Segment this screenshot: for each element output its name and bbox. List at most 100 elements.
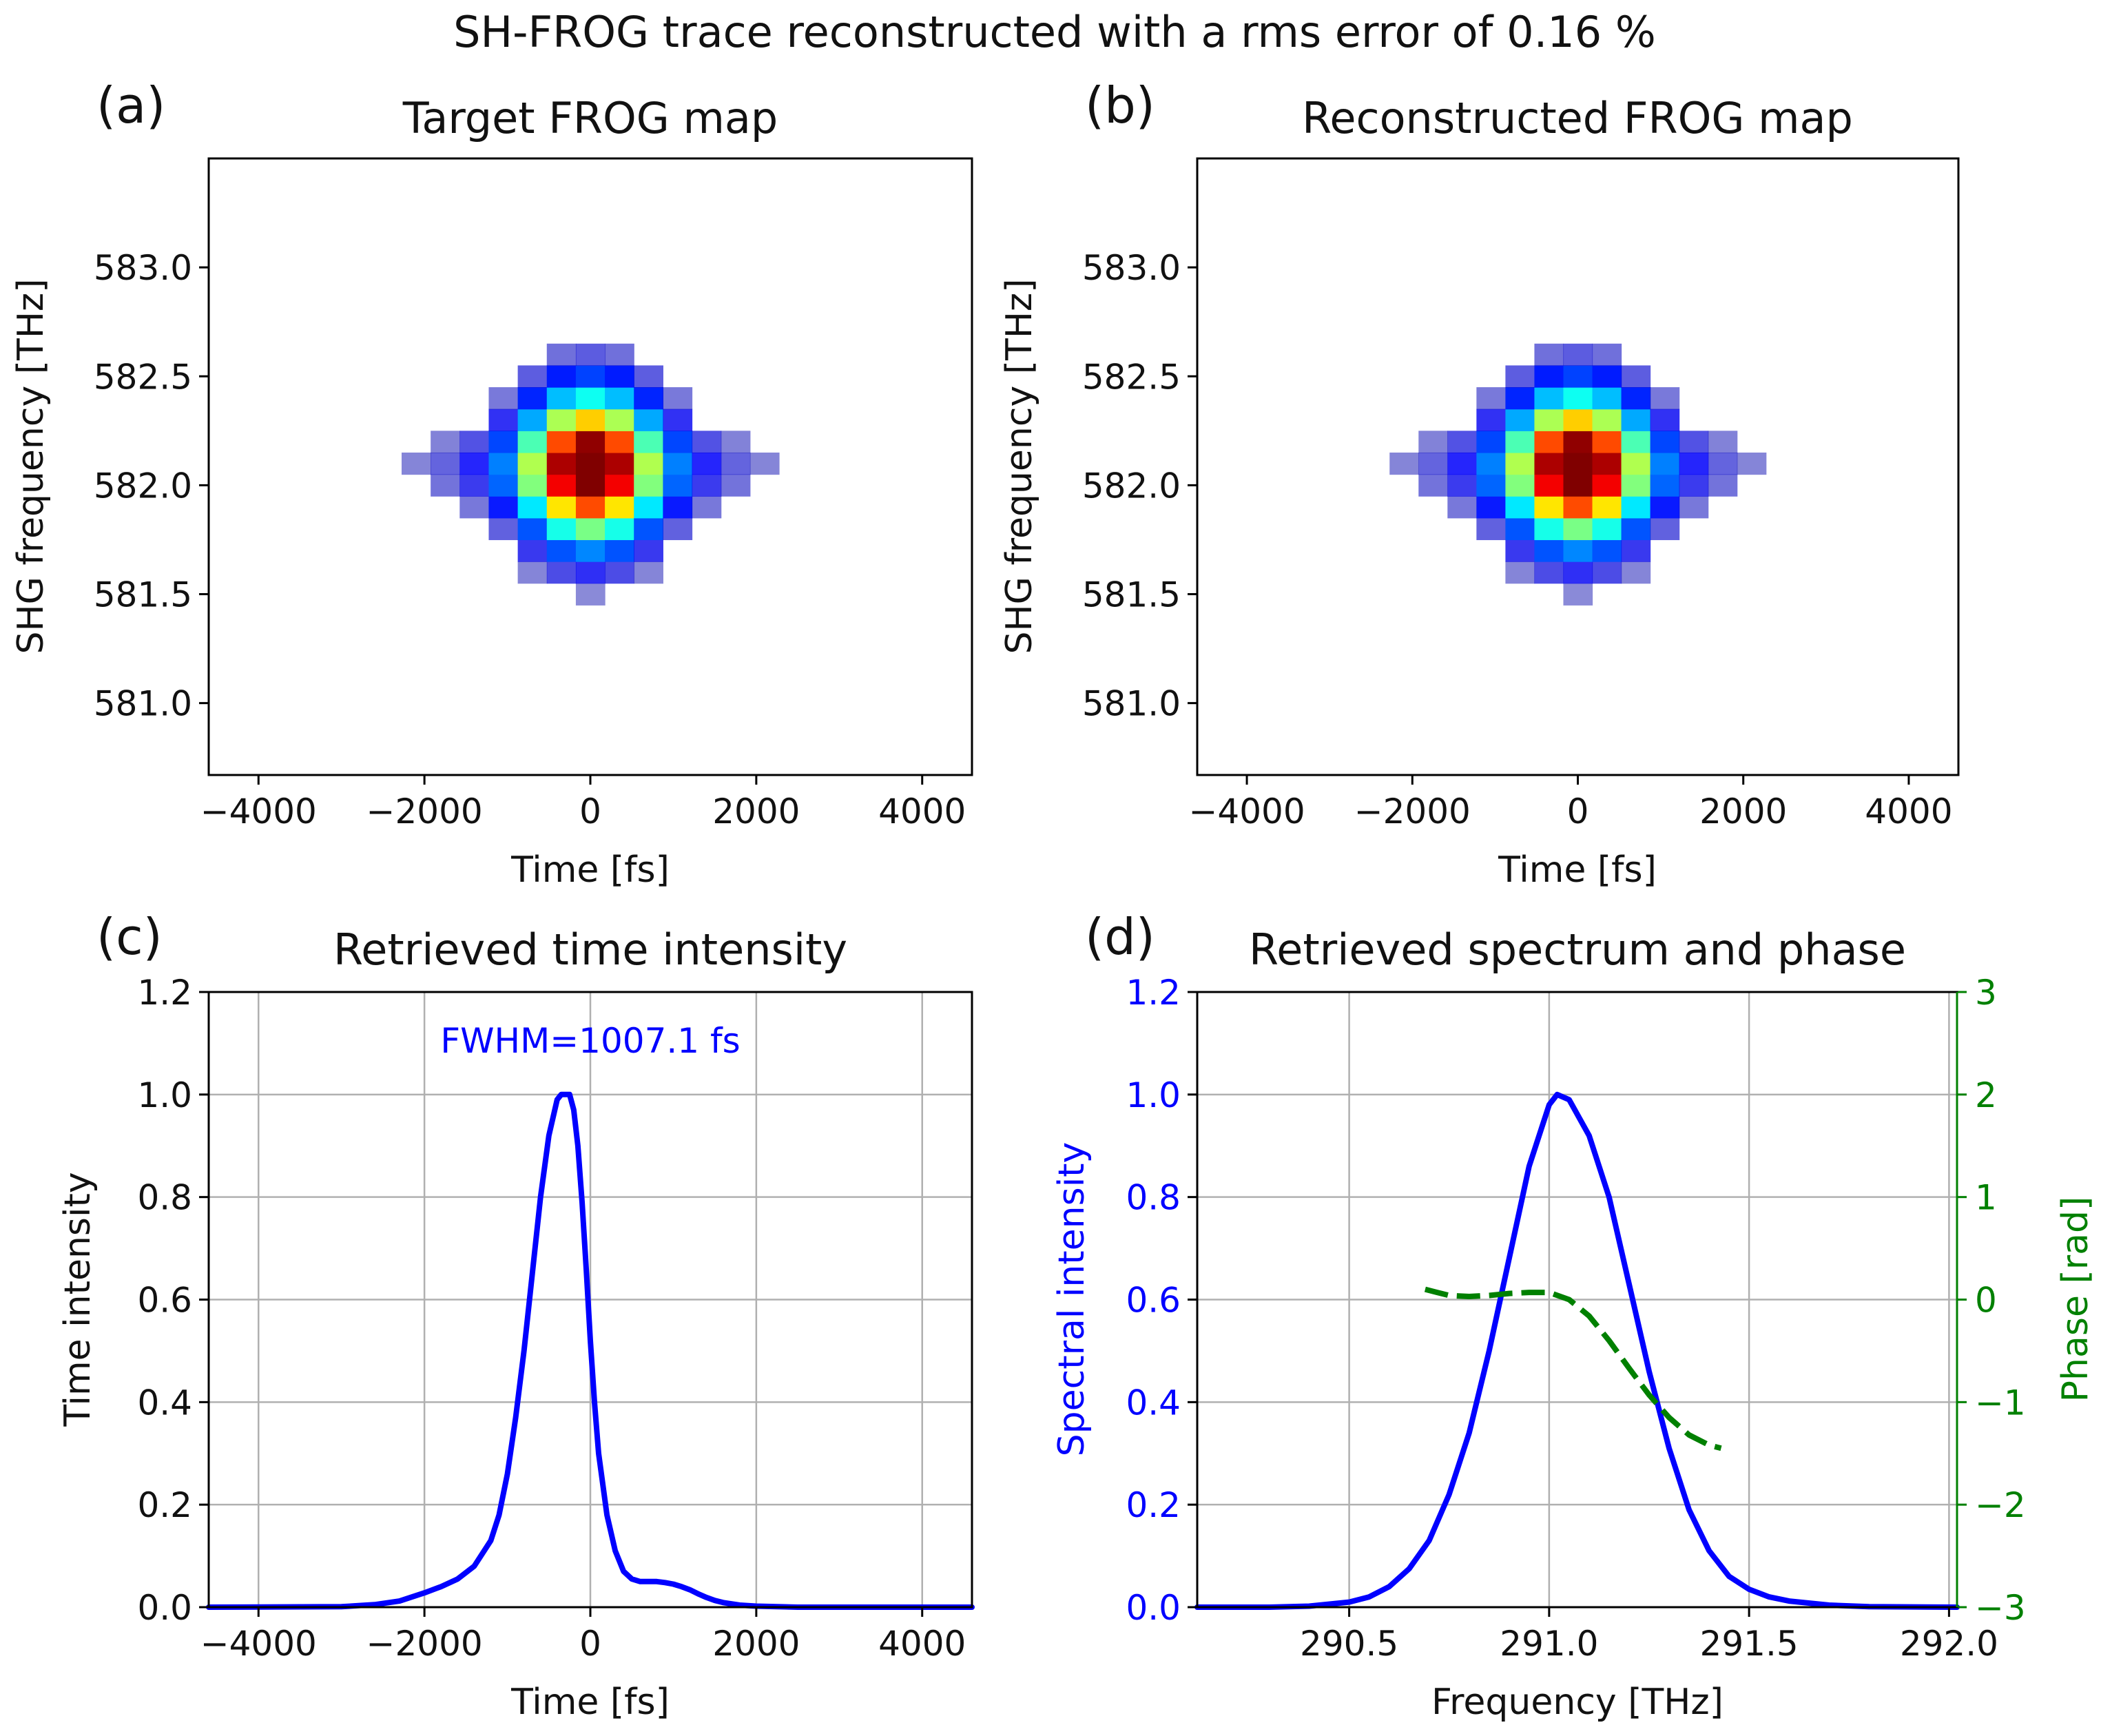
panel-d-y-tick-label: 0.4: [1126, 1383, 1181, 1423]
panel-d-ylabel: Spectral intensity: [1051, 1142, 1093, 1457]
panel-a-heatmap-cell: [546, 517, 577, 541]
panel-b-y-tick-label: 583.0: [1082, 248, 1181, 288]
panel-a-heatmap-cell: [488, 431, 519, 453]
panel-a-heatmap-cell: [546, 474, 577, 497]
panel-b-frame: [1196, 157, 1960, 776]
panel-b-heatmap-cell: [1505, 474, 1535, 497]
panel-b-heatmap-cell: [1621, 452, 1651, 475]
panel-a-heatmap-cell: [517, 365, 548, 388]
panel-a-heatmap-cell: [634, 365, 663, 388]
panel-b-heatmap-cell: [1592, 409, 1622, 431]
panel-b-heatmap-cell: [1621, 365, 1651, 388]
panel-b-heatmap-cell: [1534, 343, 1564, 366]
panel-a-heatmap-cell: [605, 387, 634, 410]
panel-a-heatmap-cell: [431, 474, 460, 497]
panel-b-heatmap-cell: [1650, 409, 1680, 431]
panel-b-y-tick-label: 582.0: [1082, 466, 1181, 506]
panel-a-heatmap-cell: [517, 517, 548, 541]
panel-c-x-tick-label: −2000: [366, 1624, 483, 1664]
panel-b-heatmap-cell: [1447, 431, 1477, 453]
panel-b: (b) Reconstructed FROG map −4000 −2000 0 20…: [999, 76, 1960, 891]
panel-b-heatmap-cell: [1476, 474, 1507, 497]
panel-a-heatmap-cell: [488, 474, 519, 497]
panel-b-heatmap-cell: [1476, 517, 1507, 541]
panel-a-heatmap-cell: [575, 452, 606, 475]
panel-a-heatmap-cell: [488, 409, 519, 431]
panel-a-y-tick-label: 582.5: [94, 357, 192, 397]
panel-a-heatmap-cell: [546, 409, 577, 431]
panel-d-x-tick-label: 292.0: [1900, 1624, 1998, 1664]
panel-a-heatmap-cell: [663, 431, 693, 453]
panel-d-right-tick-label: −1: [1975, 1383, 2026, 1423]
panel-d-right-tick-label: 3: [1975, 973, 1997, 1013]
panel-b-heatmap-cell: [1418, 474, 1448, 497]
panel-a-ticks: −4000 −2000 0 2000 4000 581.0 581.5 582.0 582.5 5…: [94, 248, 966, 831]
panel-b-label: (b): [1085, 76, 1155, 134]
panel-a-heatmap-cell: [663, 409, 693, 431]
panel-a-heatmap-cell: [605, 474, 634, 497]
panel-b-heatmap-cell: [1621, 496, 1651, 519]
panel-a-heatmap-cell: [546, 365, 577, 388]
panel-a-heatmap-cell: [517, 387, 548, 410]
panel-b-heatmap-cell: [1650, 517, 1680, 541]
panel-c-y-tick-label: 1.0: [137, 1075, 192, 1115]
panel-b-heatmap-cell: [1621, 474, 1651, 497]
panel-b-x-tick-label: 2000: [1699, 792, 1787, 831]
panel-a-heatmap-cell: [692, 431, 722, 453]
panel-a-xlabel: Time [fs]: [510, 849, 670, 891]
panel-b-ylabel: SHG frequency [THz]: [999, 278, 1040, 654]
panel-b-heatmap-cell: [1592, 474, 1622, 497]
panel-b-x-tick-label: −4000: [1188, 792, 1305, 831]
panel-d-series-phase-line: [1424, 1286, 1722, 1451]
panel-d-ticks: 290.5 291.0 291.5 292.0 0.0 0.2 0.4 0.6 0.8 1.0 1.…: [1126, 973, 1998, 1664]
panel-a-heatmap-cell: [721, 431, 751, 453]
panel-b-ticks: −4000 −2000 0 2000 4000 581.0 581.5 582.0 582.5 5…: [1082, 248, 1953, 831]
panel-b-heatmap-cell: [1476, 409, 1507, 431]
panel-a-ylabel: SHG frequency [THz]: [10, 278, 52, 654]
panel-b-y-tick-label: 581.5: [1082, 575, 1181, 615]
panel-a-heatmap: [402, 343, 780, 606]
panel-a-heatmap-cell: [634, 474, 663, 497]
figure-title: SH-FROG trace reconstructed with a rms e…: [453, 7, 1656, 57]
panel-a-heatmap-cell: [517, 409, 548, 431]
panel-d-title: Retrieved spectrum and phase: [1249, 924, 1906, 975]
panel-b-heatmap-cell: [1418, 431, 1448, 453]
panel-b-heatmap-cell: [1534, 517, 1564, 541]
panel-a-heatmap-cell: [721, 474, 751, 497]
panel-b-heatmap-cell: [1592, 539, 1622, 562]
panel-a-heatmap-cell: [575, 365, 606, 388]
panel-b-heatmap-cell: [1505, 561, 1535, 584]
panel-b-heatmap-cell: [1563, 431, 1593, 453]
panel-a-heatmap-cell: [488, 496, 519, 519]
panel-b-heatmap-cell: [1418, 452, 1448, 475]
panel-b-xlabel: Time [fs]: [1498, 849, 1657, 891]
panel-b-heatmap-cell: [1563, 583, 1593, 606]
panel-a-heatmap-cell: [459, 474, 490, 497]
panel-d-x-tick-label: 291.5: [1700, 1624, 1799, 1664]
panel-b-heatmap-cell: [1563, 561, 1593, 584]
panel-a-heatmap-cell: [517, 474, 548, 497]
panel-d-right-tick-label: 1: [1975, 1178, 1997, 1218]
panel-c: (c) Retrieved time intensity −4000 −2000 0…: [57, 908, 975, 1723]
panel-a-heatmap-cell: [575, 474, 606, 497]
panel-a-heatmap-cell: [546, 452, 577, 475]
panel-b-y-tick-label: 582.5: [1082, 357, 1181, 397]
panel-b-heatmap-cell: [1679, 452, 1709, 475]
panel-b-heatmap-cell: [1621, 431, 1651, 453]
panel-a-x-tick-label: 4000: [878, 792, 966, 831]
panel-b-heatmap-cell: [1621, 561, 1651, 584]
panel-a-heatmap-cell: [605, 365, 634, 388]
panel-b-heatmap-cell: [1563, 496, 1593, 519]
panel-c-y-tick-label: 1.2: [137, 973, 192, 1013]
panel-b-heatmap-cell: [1737, 452, 1767, 475]
panel-b-heatmap-cell: [1592, 431, 1622, 453]
panel-a-y-tick-label: 581.0: [94, 684, 192, 724]
panel-b-heatmap-cell: [1563, 387, 1593, 410]
panel-d-right-tick-label: 2: [1975, 1075, 1997, 1115]
panel-a-x-tick-label: −4000: [200, 792, 317, 831]
panel-a-heatmap-cell: [634, 387, 663, 410]
panel-b-heatmap-cell: [1534, 539, 1564, 562]
panel-b-heatmap-cell: [1650, 474, 1680, 497]
panel-b-heatmap-cell: [1563, 365, 1593, 388]
panel-c-x-tick-label: −4000: [200, 1624, 317, 1664]
